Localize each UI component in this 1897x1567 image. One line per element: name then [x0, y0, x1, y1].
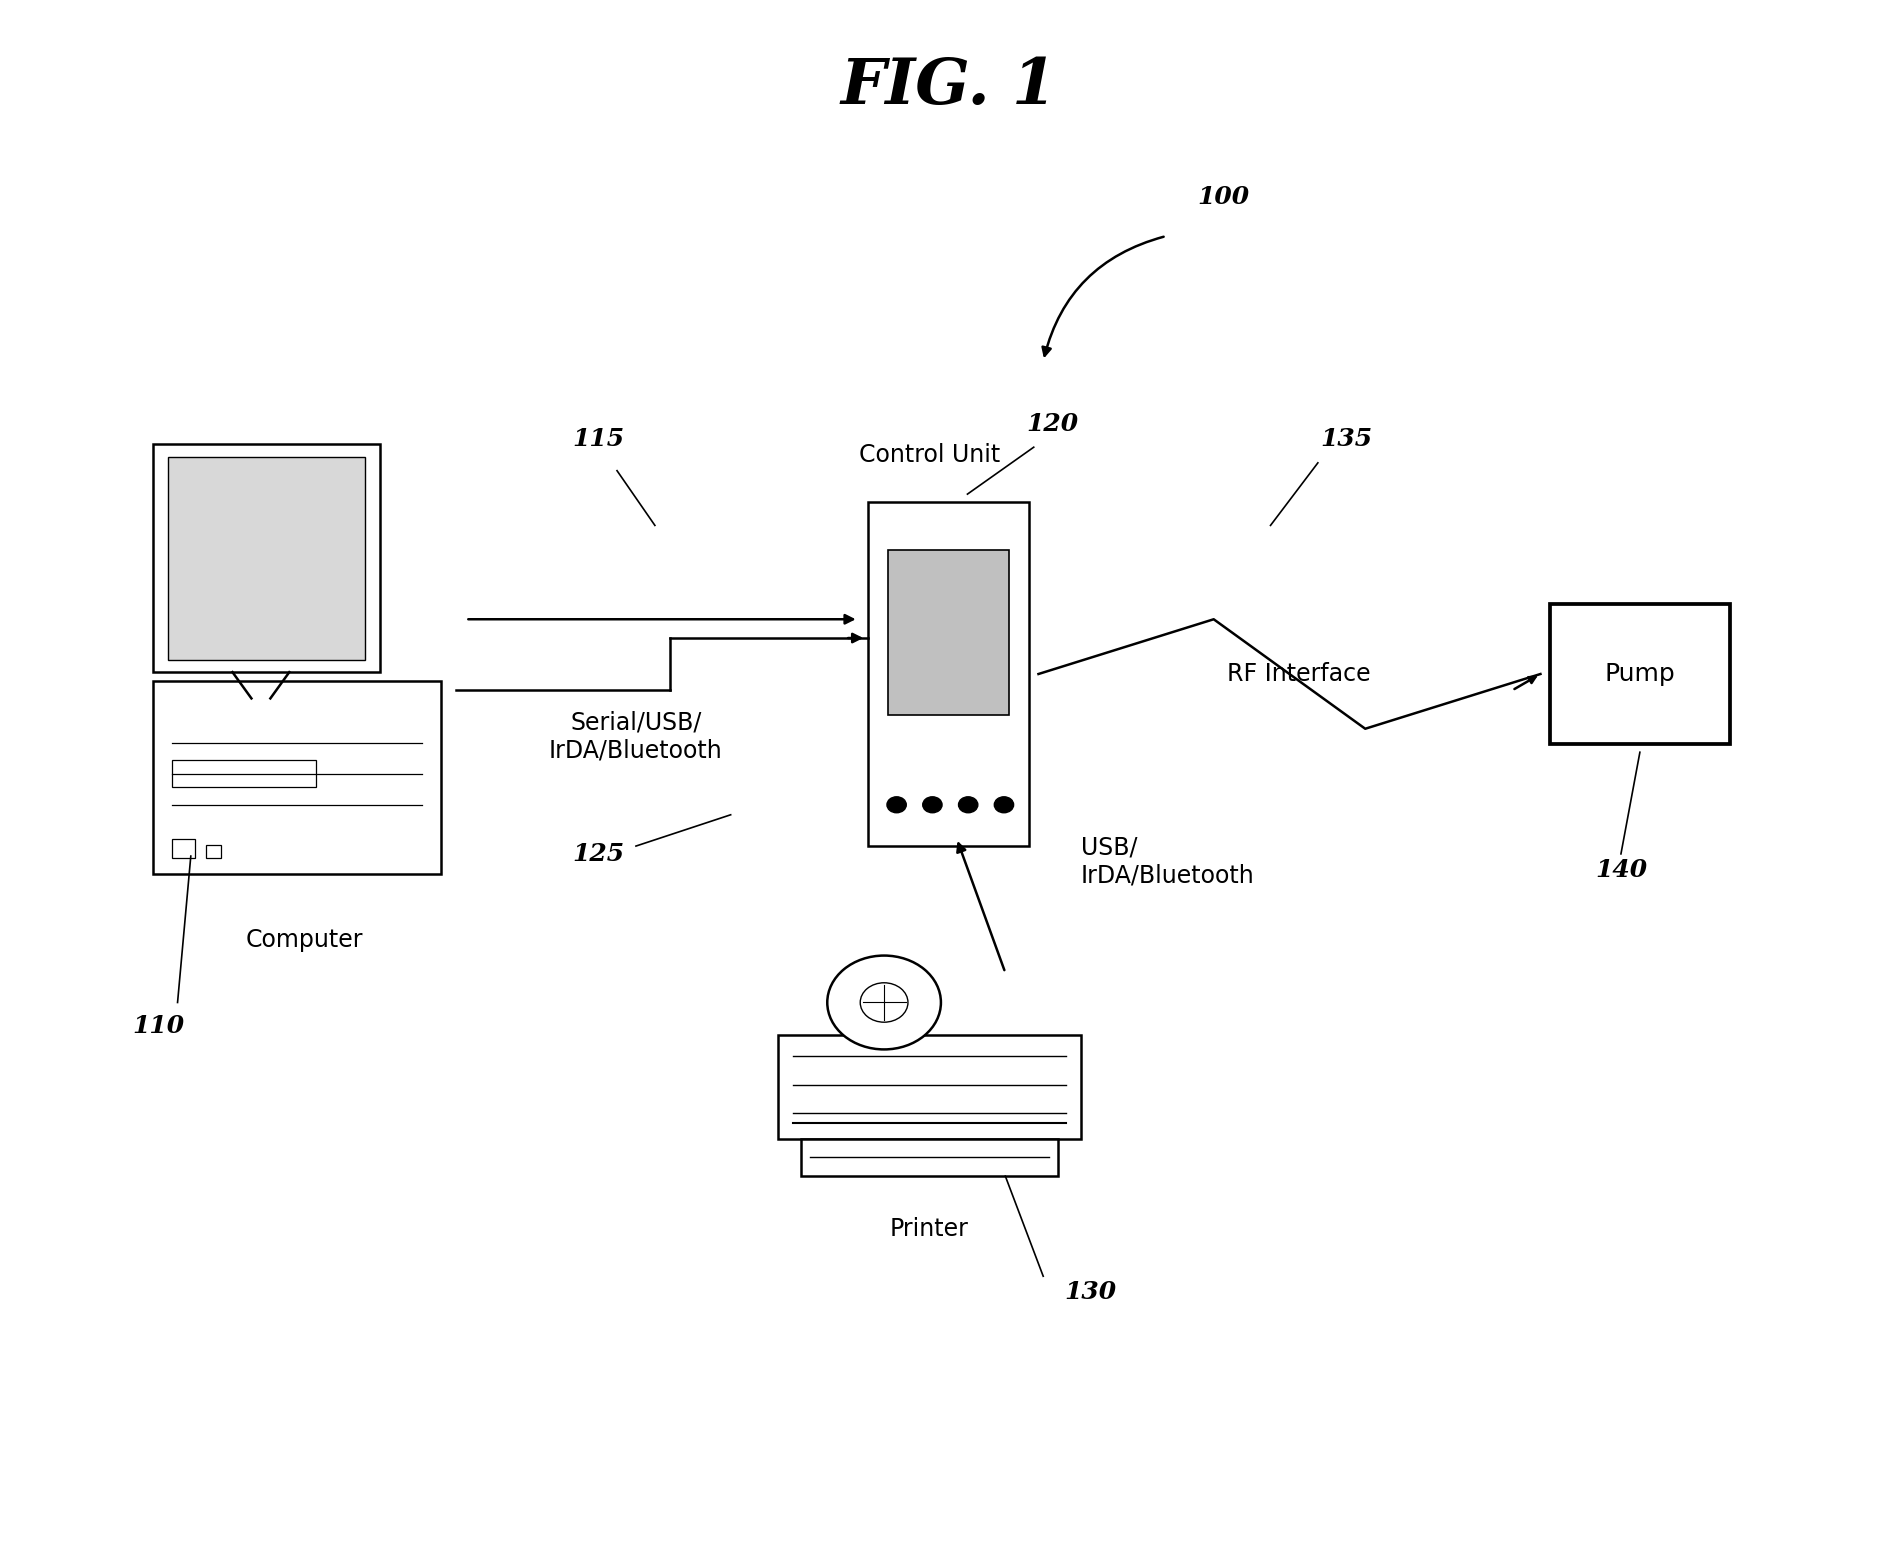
Text: Computer: Computer [247, 928, 362, 951]
Bar [207, 846, 222, 859]
Text: Control Unit: Control Unit [859, 443, 1000, 467]
Bar [154, 682, 440, 873]
Bar [154, 445, 379, 672]
Text: 135: 135 [1320, 428, 1372, 451]
Bar [173, 760, 315, 787]
Text: 140: 140 [1595, 857, 1647, 882]
Text: FIG. 1: FIG. 1 [840, 56, 1057, 118]
Circle shape [827, 956, 941, 1050]
Text: 110: 110 [133, 1014, 184, 1037]
Text: 115: 115 [573, 428, 624, 451]
Text: 130: 130 [1064, 1280, 1117, 1304]
Circle shape [994, 796, 1013, 813]
Bar [888, 550, 1009, 715]
Circle shape [888, 796, 907, 813]
Text: 120: 120 [1026, 412, 1079, 436]
Text: Pump: Pump [1605, 661, 1675, 686]
Text: Serial/USB/
IrDA/Bluetooth: Serial/USB/ IrDA/Bluetooth [548, 711, 723, 763]
Text: 125: 125 [573, 841, 624, 867]
Text: RF Interface: RF Interface [1227, 661, 1372, 686]
Circle shape [859, 983, 909, 1022]
Bar [778, 1036, 1081, 1139]
Bar [801, 1139, 1059, 1177]
Bar [1550, 603, 1730, 744]
Text: USB/
IrDA/Bluetooth: USB/ IrDA/Bluetooth [1081, 835, 1254, 887]
Circle shape [958, 796, 977, 813]
Bar [169, 458, 364, 660]
Text: 100: 100 [1197, 185, 1250, 208]
Text: Printer: Printer [890, 1218, 969, 1241]
Bar [869, 501, 1028, 846]
Bar [173, 840, 195, 859]
Circle shape [922, 796, 943, 813]
